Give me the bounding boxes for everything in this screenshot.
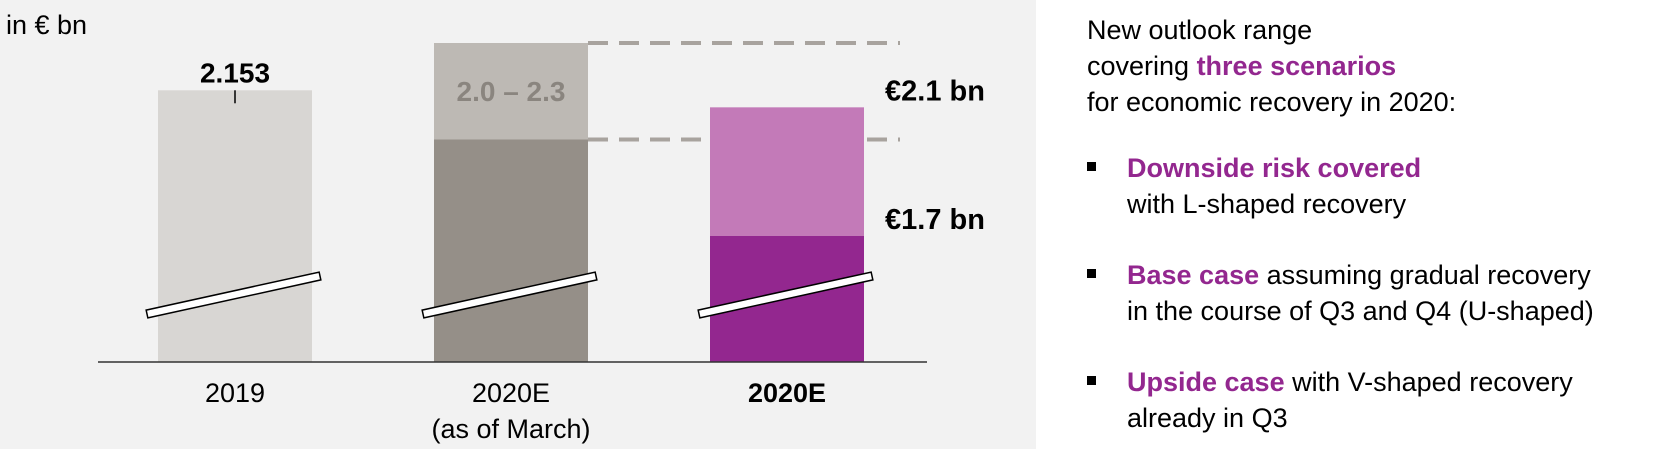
scenario-upside-line-1: Upside case with V-shaped recovery — [1127, 364, 1667, 400]
scenario-upside-line-2: already in Q3 — [1127, 403, 1288, 433]
value-annotation: €2.1 bn — [885, 75, 985, 107]
scenario-base-rest: assuming gradual recovery — [1259, 260, 1591, 290]
scenario-downside: Downside risk covered with L-shaped reco… — [1087, 150, 1667, 222]
value-annotation: €1.7 bn — [885, 204, 985, 236]
axis-break-marker — [697, 271, 874, 319]
scenario-base-line-1: Base case assuming gradual recovery — [1127, 257, 1667, 293]
category-label: 2019 — [205, 378, 265, 408]
scenario-base: Base case assuming gradual recovery in t… — [1087, 257, 1667, 329]
intro-line-3: for economic recovery in 2020: — [1087, 87, 1457, 117]
category-label: 2020E — [748, 378, 826, 408]
chart-panel: in € bn 2.153 2.0 – 2.3 2019 2020E (as of Mar… — [0, 0, 1036, 449]
outlook-panel: New outlook range covering three scenari… — [1087, 12, 1667, 471]
scenario-downside-line-1: Downside risk covered — [1127, 150, 1667, 186]
range-label: 2.0 – 2.3 — [457, 76, 566, 107]
bullet-marker — [1087, 269, 1096, 278]
bar-1 — [158, 90, 312, 362]
bar-2-range — [434, 42, 588, 140]
bar-3-range — [710, 107, 864, 236]
category-sublabel: (as of March) — [431, 414, 590, 444]
intro-line-1: New outlook range — [1087, 15, 1313, 45]
intro-highlight: three scenarios — [1196, 51, 1397, 81]
bullet-marker — [1087, 162, 1096, 171]
scenario-base-highlight: Base case — [1127, 260, 1260, 290]
outlook-intro: New outlook range covering three scenari… — [1087, 12, 1667, 120]
scenario-upside: Upside case with V-shaped recovery alrea… — [1087, 364, 1667, 436]
intro-line-2: covering three scenarios — [1087, 48, 1667, 84]
value-label: 2.153 — [200, 57, 270, 88]
scenario-downside-highlight: Downside risk covered — [1127, 153, 1422, 183]
axis-break-marker — [145, 271, 322, 319]
intro-line-2-prefix: covering — [1087, 51, 1197, 81]
unit-label: in € bn — [6, 10, 87, 40]
axis-break-marker — [421, 271, 598, 319]
bullet-marker — [1087, 376, 1096, 385]
bar-2-base — [434, 139, 588, 362]
category-label: 2020E — [472, 378, 550, 408]
scenario-downside-line-2: with L-shaped recovery — [1127, 189, 1407, 219]
scenario-base-line-2: in the course of Q3 and Q4 (U-shaped) — [1127, 296, 1594, 326]
scenario-upside-rest: with V-shaped recovery — [1284, 367, 1573, 397]
scenario-list: Downside risk covered with L-shaped reco… — [1087, 150, 1667, 436]
revenue-chart: in € bn 2.153 2.0 – 2.3 2019 2020E (as of Mar… — [6, 10, 985, 444]
scenario-upside-highlight: Upside case — [1127, 367, 1285, 397]
